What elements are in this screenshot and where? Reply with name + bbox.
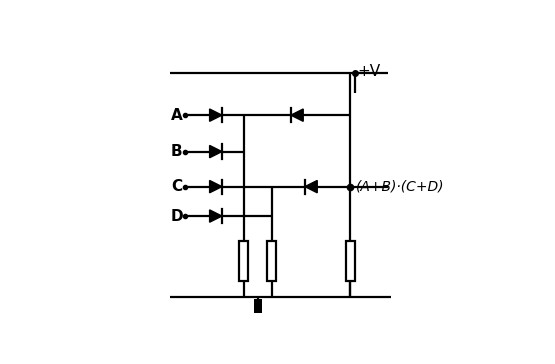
- Polygon shape: [291, 109, 303, 121]
- Polygon shape: [210, 210, 222, 222]
- Bar: [239, 241, 248, 281]
- Text: A: A: [171, 108, 183, 123]
- Text: (A+B)·(C+D): (A+B)·(C+D): [356, 179, 445, 194]
- Text: C: C: [171, 179, 182, 194]
- Text: D: D: [171, 209, 184, 223]
- Bar: [254, 299, 262, 313]
- Text: B: B: [171, 144, 183, 159]
- Polygon shape: [305, 181, 317, 193]
- Polygon shape: [210, 146, 222, 158]
- Bar: [268, 241, 276, 281]
- Polygon shape: [210, 181, 222, 193]
- Text: +V: +V: [358, 64, 381, 79]
- Bar: [346, 241, 355, 281]
- Polygon shape: [210, 109, 222, 121]
